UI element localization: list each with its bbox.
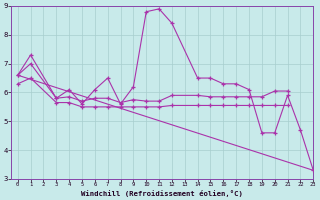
X-axis label: Windchill (Refroidissement éolien,°C): Windchill (Refroidissement éolien,°C) bbox=[81, 190, 243, 197]
